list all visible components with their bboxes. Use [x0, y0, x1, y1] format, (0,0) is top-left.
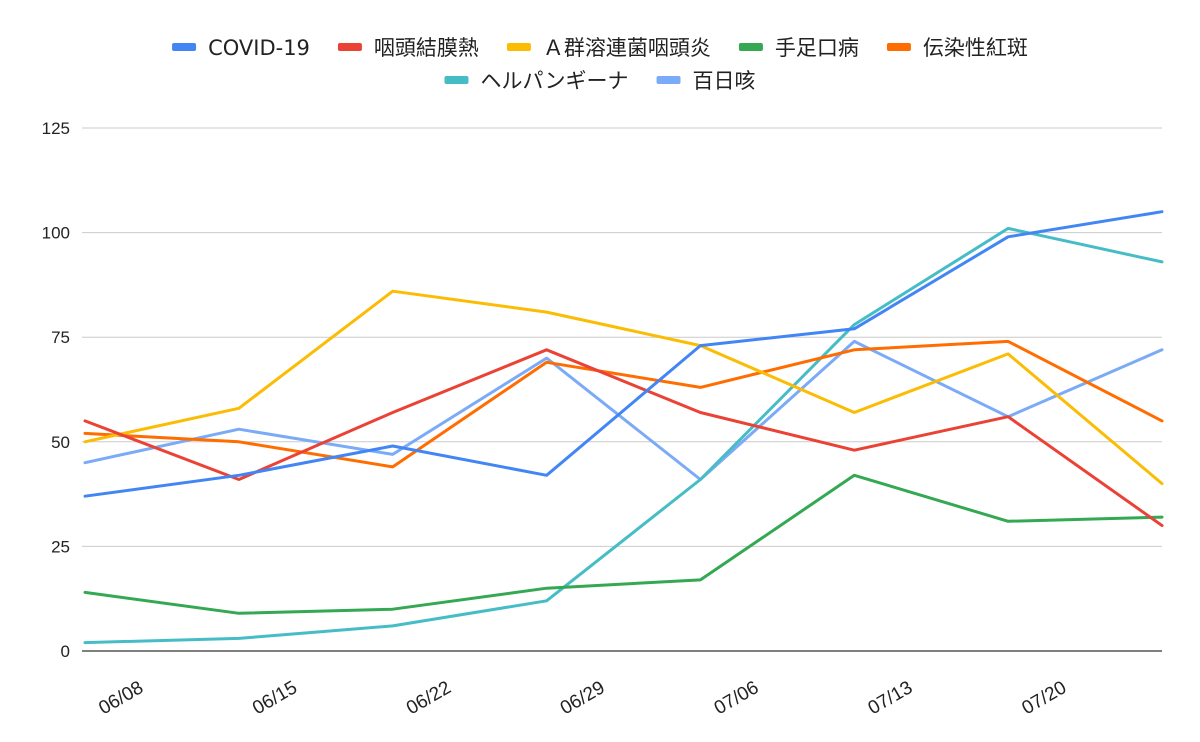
series-lines [83, 210, 1164, 645]
x-tick-label: 06/22 [403, 677, 455, 719]
series-line [83, 348, 1164, 527]
legend-swatch [886, 43, 911, 51]
legend-swatch [738, 43, 763, 51]
legend-label: 伝染性紅斑 [923, 36, 1028, 60]
legend-label: Ａ群溶連菌咽頭炎 [543, 36, 711, 60]
x-tick-label: 07/13 [865, 677, 917, 719]
y-tick-label: 125 [42, 119, 70, 138]
series-line [83, 210, 1164, 498]
y-tick-label: 25 [51, 537, 70, 556]
x-tick-label: 06/08 [95, 677, 147, 719]
legend-label: COVID-19 [208, 36, 310, 60]
y-tick-label: 0 [61, 642, 70, 661]
legend-label: ヘルパンギーナ [480, 69, 628, 93]
gridlines [82, 127, 1162, 547]
legend-label: 咽頭結膜熱 [374, 36, 479, 60]
y-axis: 0 25 50 75 100 125 [42, 119, 70, 661]
series-line [83, 289, 1164, 486]
series-line [83, 226, 1164, 645]
x-tick-label: 07/06 [711, 677, 763, 719]
legend-label: 手足口病 [775, 36, 859, 60]
series-line [83, 339, 1164, 481]
x-tick-label: 06/29 [557, 677, 609, 719]
x-tick-label: 07/20 [1018, 677, 1070, 719]
x-axis: 06/08 06/15 06/22 06/29 07/06 07/13 07/20 [95, 677, 1070, 719]
series-line [83, 473, 1164, 615]
legend-swatch [506, 43, 531, 51]
series-line [83, 339, 1164, 469]
y-tick-label: 100 [42, 224, 70, 243]
legend-swatch [444, 76, 469, 84]
y-tick-label: 50 [51, 433, 70, 452]
legend-label: 百日咳 [693, 69, 756, 93]
legend-swatch [656, 76, 681, 84]
legend-swatch [337, 43, 362, 51]
legend-swatch [172, 43, 197, 51]
y-tick-label: 75 [51, 328, 70, 347]
x-tick-label: 06/15 [249, 677, 301, 719]
